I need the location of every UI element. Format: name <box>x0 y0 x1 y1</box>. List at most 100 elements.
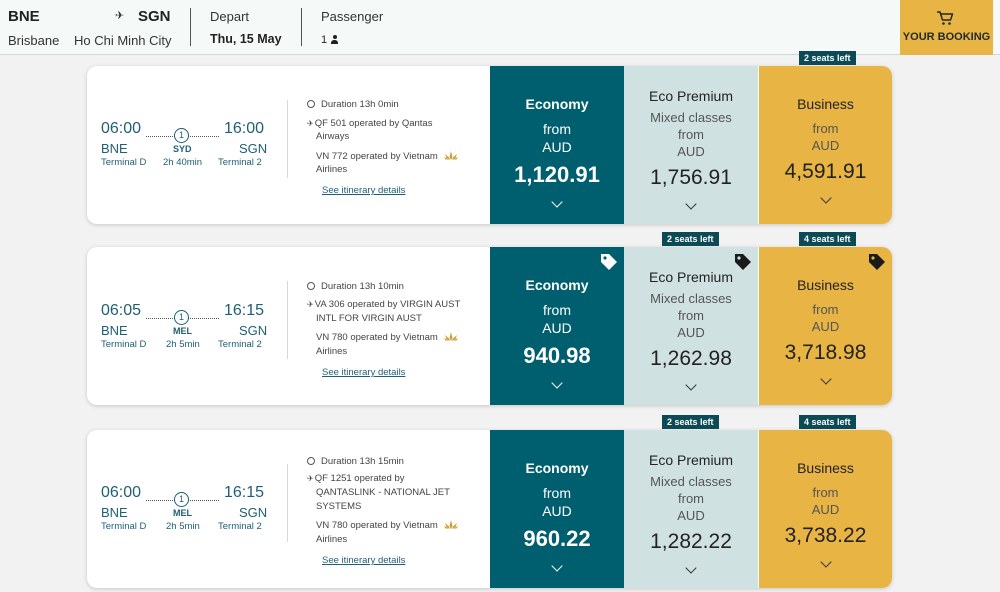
departure-time: 06:05 <box>101 302 142 319</box>
stopover-airport: MEL <box>173 326 192 336</box>
segment-2-line-2: Airlines <box>316 164 348 175</box>
price-tag-icon <box>735 254 751 270</box>
fare-price: 1,756.91 <box>650 166 732 189</box>
plane-icon: ✈ <box>307 300 314 309</box>
chevron-down-icon <box>685 379 697 391</box>
fare-mixed-classes-note: Mixed classes <box>650 474 732 489</box>
economy-fare-option[interactable]: Economy from AUD 940.98 <box>490 247 624 405</box>
destination-code: SGN <box>138 8 171 25</box>
vietnam-airlines-logo-icon <box>443 520 458 529</box>
fare-class-title: Eco Premium <box>648 269 734 285</box>
origin-terminal: Terminal D <box>101 521 147 532</box>
flight-times: 06:05 1 16:15 BNE MEL SGN Terminal D 2h … <box>87 247 287 405</box>
fare-currency: AUD <box>811 502 840 517</box>
segment-1-line-3: SYSTEMS <box>316 501 362 512</box>
seats-left-badge: 4 seats left <box>799 415 856 429</box>
origin-airport: BNE <box>101 323 128 338</box>
origin-airport: BNE <box>101 505 128 520</box>
price-tag-icon <box>869 254 885 270</box>
destination-city: Ho Chi Minh City <box>74 33 172 48</box>
passenger-count: 1 <box>321 34 328 46</box>
stop-count-badge: 1 <box>174 492 189 507</box>
chevron-down-icon <box>685 198 697 210</box>
header-divider <box>301 8 302 46</box>
business-fare-option[interactable]: 4 seats left Business from AUD 3,738.22 <box>759 415 892 588</box>
business-fare-option[interactable]: 4 seats left Business from AUD 3,718.98 <box>759 232 892 405</box>
arrival-time: 16:15 <box>224 484 265 501</box>
fare-price: 1,262.98 <box>650 347 732 370</box>
depart-date: Thu, 15 May <box>210 32 282 46</box>
layover-duration: 2h 40min <box>163 157 203 168</box>
seats-left-badge: 2 seats left <box>662 415 719 429</box>
your-booking-label: YOUR BOOKING <box>902 31 991 43</box>
itinerary-details-link[interactable]: See itinerary details <box>322 555 406 566</box>
eco-premium-fare-option[interactable]: 2 seats left Eco Premium Mixed classes fr… <box>624 415 758 588</box>
destination-terminal: Terminal 2 <box>218 521 262 532</box>
chevron-down-icon <box>819 556 832 568</box>
fare-from-label: from <box>812 121 839 136</box>
segment-1-line-1: QF 501 operated by Qantas <box>314 118 433 129</box>
fare-class-title: Eco Premium <box>648 452 734 468</box>
fare-class-title: Economy <box>525 460 589 476</box>
route-summary[interactable]: BNE ✈ SGN Brisbane Ho Chi Minh City <box>8 6 183 50</box>
fare-price: 960.22 <box>523 526 591 551</box>
economy-fare-option[interactable]: Economy from AUD 960.22 <box>490 430 624 588</box>
card-divider <box>287 464 288 542</box>
itinerary-details-link[interactable]: See itinerary details <box>322 185 406 196</box>
segment-1-line-2: QANTASLINK - NATIONAL JET <box>316 487 450 498</box>
origin-city: Brisbane <box>8 33 60 48</box>
fare-mixed-classes-note: Mixed classes <box>650 291 732 306</box>
departure-time: 06:00 <box>101 484 142 501</box>
vietnam-airlines-logo-icon <box>443 332 458 341</box>
segment-1-line-2: INTL FOR VIRGIN AUST <box>316 313 422 324</box>
price-tag-icon <box>601 254 617 270</box>
flight-duration: Duration 13h 10min <box>321 281 404 292</box>
fare-mixed-classes-note: Mixed classes <box>650 110 732 125</box>
origin-terminal: Terminal D <box>101 339 147 350</box>
your-booking-button[interactable]: YOUR BOOKING <box>900 0 993 55</box>
passenger-summary[interactable]: Passenger 1 <box>321 9 383 46</box>
fare-price: 4,591.91 <box>784 160 867 183</box>
flight-card: 06:05 1 16:15 BNE MEL SGN Terminal D 2h … <box>87 232 892 405</box>
fare-currency: AUD <box>542 320 572 336</box>
flight-card: 06:00 1 16:00 BNE SYD SGN Terminal D 2h … <box>87 51 892 224</box>
header-divider <box>190 8 191 46</box>
itinerary-details-link[interactable]: See itinerary details <box>322 367 406 378</box>
flight-duration: Duration 13h 15min <box>321 456 404 467</box>
fare-currency: AUD <box>811 319 840 334</box>
flight-card: 06:00 1 16:15 BNE MEL SGN Terminal D 2h … <box>87 415 892 588</box>
seats-left-badge: 4 seats left <box>799 232 856 246</box>
arrival-time: 16:15 <box>224 302 265 319</box>
chevron-down-icon <box>819 373 832 385</box>
cart-icon <box>937 11 954 25</box>
plane-icon: ✈ <box>307 119 314 128</box>
fare-class-title: Business <box>797 96 854 112</box>
search-summary-header: BNE ✈ SGN Brisbane Ho Chi Minh City Depa… <box>0 0 1000 55</box>
fare-from-label: from <box>543 485 571 501</box>
eco-premium-fare-option[interactable]: Eco Premium Mixed classes from AUD 1,756.9… <box>624 66 758 224</box>
destination-airport: SGN <box>239 323 268 338</box>
economy-fare-option[interactable]: Economy from AUD 1,120.91 <box>490 66 624 224</box>
fare-price: 3,718.98 <box>784 341 867 364</box>
chevron-down-icon <box>551 560 563 572</box>
chevron-down-icon <box>819 192 832 204</box>
clock-icon <box>307 100 315 108</box>
origin-code: BNE <box>8 8 40 25</box>
fare-price: 1,282.22 <box>650 530 732 553</box>
depart-label: Depart <box>210 9 250 24</box>
eco-premium-fare-option[interactable]: 2 seats left Eco Premium Mixed classes fr… <box>624 232 758 405</box>
flight-details: Duration 13h 10min ✈VA 306 operated by V… <box>307 247 487 405</box>
segment-2-line-1: VN 780 operated by Vietnam <box>316 520 438 531</box>
card-divider <box>287 100 288 178</box>
destination-terminal: Terminal 2 <box>218 339 262 350</box>
depart-summary[interactable]: Depart Thu, 15 May <box>210 9 282 46</box>
fare-currency: AUD <box>542 503 572 519</box>
destination-airport: SGN <box>239 141 268 156</box>
plane-icon: ✈ <box>115 10 125 22</box>
business-fare-option[interactable]: 2 seats left Business from AUD 4,591.91 <box>759 51 892 224</box>
arrival-time: 16:00 <box>224 120 265 137</box>
clock-icon <box>307 457 315 465</box>
segment-2-line-2: Airlines <box>316 534 348 545</box>
fare-class-title: Business <box>797 460 854 476</box>
chevron-down-icon <box>551 196 563 208</box>
